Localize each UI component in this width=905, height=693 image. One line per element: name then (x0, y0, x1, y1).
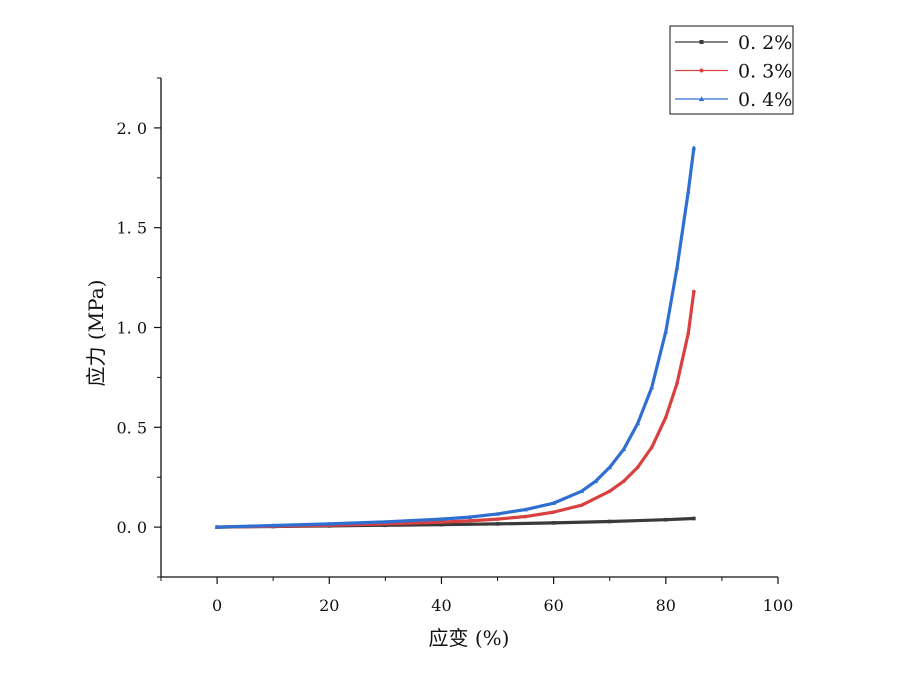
x-tick-label: 100 (763, 596, 794, 615)
data-point (579, 503, 584, 507)
data-point (551, 521, 556, 525)
legend-items: 0. 2% 0. 3% 0. 4% (675, 32, 792, 111)
data-point (593, 478, 599, 484)
legend-item: 0. 2% (675, 32, 792, 54)
x-tick-label: 60 (543, 596, 563, 615)
data-point (495, 522, 500, 526)
data-point (663, 329, 669, 334)
data-point (551, 510, 556, 514)
x-axis-title: 应变 (%) (429, 626, 510, 650)
data-point (607, 464, 613, 470)
data-point (439, 522, 444, 527)
data-point (495, 511, 500, 516)
data-point (579, 488, 585, 494)
x-tick-label: 40 (431, 596, 451, 615)
y-tick-label: 0. 0 (116, 518, 147, 537)
data-point (607, 489, 612, 493)
data-point (383, 519, 388, 524)
data-point (649, 385, 655, 390)
y-ticks: 0. 0 0. 5 1. 0 1. 5 2. 0 (116, 77, 161, 578)
data-point (523, 507, 528, 512)
y-tick-label: 1. 5 (116, 219, 147, 238)
legend-marker (699, 40, 704, 44)
data-point (551, 500, 556, 506)
y-tick-label: 0. 5 (116, 418, 147, 437)
data-point (664, 415, 668, 420)
data-point (635, 465, 640, 470)
series-line (215, 146, 696, 529)
legend-marker (698, 96, 705, 102)
data-point (439, 520, 444, 524)
data-point (621, 446, 627, 452)
data-point (675, 381, 679, 386)
data-point (692, 289, 696, 294)
legend: 0. 2% 0. 3% 0. 4% (669, 25, 794, 115)
data-point (674, 265, 680, 270)
legend-item: 0. 4% (675, 89, 792, 111)
plot-area: 0 20 40 60 80 100 0. 0 0. 5 1. 0 1. 5 2. 0 (116, 77, 794, 615)
data-point (621, 479, 626, 483)
data-point (649, 445, 654, 450)
legend-label: 0. 4% (738, 89, 792, 111)
data-point (270, 523, 276, 528)
data-point (686, 331, 691, 336)
series-2 (215, 289, 696, 529)
data-point (523, 514, 528, 519)
x-tick-label: 80 (656, 596, 676, 615)
series-line (215, 289, 696, 529)
data-point (685, 189, 691, 194)
data-point (439, 516, 444, 521)
y-tick-label: 2. 0 (116, 119, 147, 138)
data-point (664, 517, 668, 522)
data-point (692, 516, 696, 521)
x-ticks: 0 20 40 60 80 100 (160, 577, 794, 615)
series-layer (214, 145, 697, 529)
legend-label: 0. 2% (738, 32, 792, 54)
data-point (467, 519, 472, 523)
data-point (467, 514, 472, 519)
data-point (691, 145, 697, 150)
y-tick-label: 1. 0 (116, 319, 147, 338)
legend-label: 0. 3% (738, 61, 792, 83)
data-point (635, 420, 641, 426)
legend-marker (699, 68, 704, 73)
legend-item: 0. 3% (675, 61, 792, 83)
series-3 (214, 145, 697, 529)
data-point (214, 524, 220, 529)
x-tick-label: 20 (319, 596, 339, 615)
x-tick-label: 0 (212, 596, 222, 615)
data-point (607, 519, 612, 524)
y-axis-title: 应力 (MPa) (84, 280, 108, 387)
data-point (495, 517, 500, 521)
data-point (326, 521, 332, 526)
